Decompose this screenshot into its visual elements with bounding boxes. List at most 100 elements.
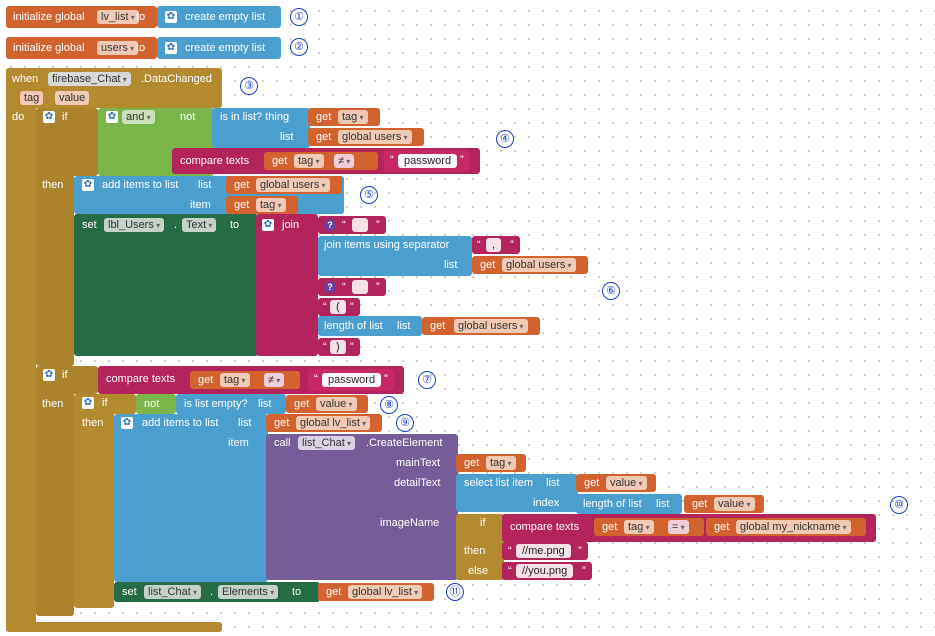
var-value[interactable]: value [316, 397, 357, 411]
var-global-users[interactable]: global users [454, 319, 528, 333]
text-open-paren-block[interactable]: “ ( ” [318, 298, 360, 316]
get-global-users-block[interactable]: get global users [422, 317, 540, 335]
var-global-my-nickname[interactable]: global my_nickname [736, 520, 851, 534]
add-items-to-list-block[interactable] [114, 414, 268, 582]
get-global-users-block[interactable]: get global users [308, 128, 424, 146]
get-label: get [274, 417, 290, 429]
inline-if-block[interactable] [456, 514, 504, 580]
var-tag[interactable]: tag [256, 198, 286, 212]
var-value[interactable]: value [606, 476, 647, 490]
gear-icon[interactable]: ✿ [262, 219, 274, 231]
gear-icon[interactable]: ✿ [43, 111, 55, 123]
var-tag[interactable]: tag [624, 520, 654, 534]
get-global-lv-list-block[interactable]: get global lv_list [318, 583, 434, 601]
text-password[interactable]: password [398, 154, 458, 168]
gear-icon[interactable]: ✿ [82, 397, 94, 409]
text-empty[interactable] [352, 280, 368, 294]
var-global-lv-list[interactable]: global lv_list [348, 585, 423, 599]
text-password-block[interactable]: “ password ” [308, 369, 394, 391]
text-me-png-block[interactable]: “ //me.png ” [502, 542, 588, 560]
text-me-png[interactable]: //me.png [516, 544, 571, 558]
component-list-chat[interactable]: list_Chat [298, 436, 356, 450]
var-global-users[interactable]: global users [338, 130, 412, 144]
gear-icon[interactable]: ✿ [43, 369, 55, 381]
gear-icon[interactable]: ✿ [121, 417, 133, 429]
param-value[interactable]: value [55, 91, 90, 105]
get-value-block[interactable]: get value [684, 495, 764, 513]
badge-3: ③ [240, 77, 258, 95]
property-text[interactable]: Text [182, 218, 217, 232]
text-block-empty[interactable]: ? “ ” [318, 278, 386, 296]
set-lbl-users-text-block[interactable] [74, 214, 258, 356]
gear-icon[interactable]: ✿ [82, 179, 94, 191]
var-name-users[interactable]: users [97, 41, 139, 55]
create-empty-list-label: create empty list [185, 42, 266, 54]
text-separator-block[interactable]: “ , ” [472, 236, 520, 254]
gear-icon[interactable]: ✿ [165, 42, 177, 54]
get-label: get [198, 374, 214, 386]
var-name-lv-list[interactable]: lv_list [97, 10, 139, 24]
text-open-paren[interactable]: ( [330, 300, 346, 314]
text-close-paren-block[interactable]: “ ) ” [318, 338, 360, 356]
get-tag-block[interactable]: get tag [456, 454, 526, 472]
get-tag-block[interactable]: get tag [264, 152, 378, 170]
var-tag[interactable]: tag [220, 373, 250, 387]
get-value-block[interactable]: get value [286, 395, 368, 413]
var-tag[interactable]: tag [294, 154, 324, 168]
property-elements[interactable]: Elements [218, 585, 279, 599]
var-global-lv-list[interactable]: global lv_list [296, 416, 371, 430]
text-close-paren[interactable]: ) [330, 340, 346, 354]
get-global-users-block[interactable]: get global users [226, 176, 342, 194]
get-my-nickname-block[interactable]: get global my_nickname [706, 518, 866, 536]
not-block[interactable]: not [136, 394, 176, 414]
is-in-list-block[interactable] [212, 108, 310, 148]
text-password-block[interactable]: “ password ” [384, 150, 470, 172]
operator-eq[interactable]: = [668, 520, 689, 534]
join-block[interactable] [256, 214, 318, 356]
not-label: not [180, 111, 196, 123]
question-icon[interactable]: ? [324, 281, 336, 293]
operator-neq[interactable]: ≠ [334, 154, 355, 168]
is-list-empty-block[interactable]: is list empty? list [176, 394, 286, 414]
var-value[interactable]: value [714, 497, 755, 511]
get-tag-block[interactable]: get tag [308, 108, 380, 126]
get-tag-block[interactable]: get tag [226, 196, 298, 214]
component-firebase-chat[interactable]: firebase_Chat [48, 72, 131, 86]
init-lv-list-block[interactable]: initialize global lv_list to [6, 6, 157, 28]
join-with-separator-block[interactable] [318, 236, 472, 276]
component-list-chat[interactable]: list_Chat [144, 585, 202, 599]
create-empty-list-block[interactable]: ✿ create empty list [157, 37, 281, 59]
badge-8: ⑧ [380, 396, 398, 414]
text-empty[interactable] [352, 218, 368, 232]
length-of-list-block[interactable] [318, 316, 422, 336]
var-tag[interactable]: tag [338, 110, 368, 124]
text-block-empty[interactable]: ? “ ” [318, 216, 386, 234]
text-comma[interactable]: , [486, 238, 502, 252]
text-you-png[interactable]: //you.png [516, 564, 574, 578]
component-lbl-users[interactable]: lbl_Users [104, 218, 165, 232]
text-password[interactable]: password [322, 373, 382, 387]
get-global-lv-list-block[interactable]: get global lv_list [266, 414, 382, 432]
create-empty-list-block[interactable]: ✿ create empty list [157, 6, 281, 28]
gear-icon[interactable]: ✿ [106, 111, 118, 123]
to-label: to [136, 42, 146, 54]
operator-neq[interactable]: ≠ [264, 373, 285, 387]
select-list-item-block[interactable] [456, 474, 578, 512]
gear-icon[interactable]: ✿ [165, 11, 177, 23]
question-icon[interactable]: ? [324, 219, 336, 231]
badge-7: ⑦ [418, 371, 436, 389]
text-you-png-block[interactable]: “ //you.png ” [502, 562, 592, 580]
get-value-block[interactable]: get value [576, 474, 656, 492]
create-element-block[interactable] [266, 434, 458, 580]
badge-2: ② [290, 38, 308, 56]
init-users-block[interactable]: initialize global users to [6, 37, 157, 59]
length-of-list-block[interactable] [576, 494, 682, 514]
get-global-users-block[interactable]: get global users [472, 256, 588, 274]
to-label: to [230, 219, 240, 231]
param-tag[interactable]: tag [20, 91, 44, 105]
and-dropdown[interactable]: and [122, 110, 155, 124]
var-global-users[interactable]: global users [502, 258, 576, 272]
var-global-users[interactable]: global users [256, 178, 330, 192]
quote-open: “ [342, 219, 346, 231]
var-tag[interactable]: tag [486, 456, 516, 470]
